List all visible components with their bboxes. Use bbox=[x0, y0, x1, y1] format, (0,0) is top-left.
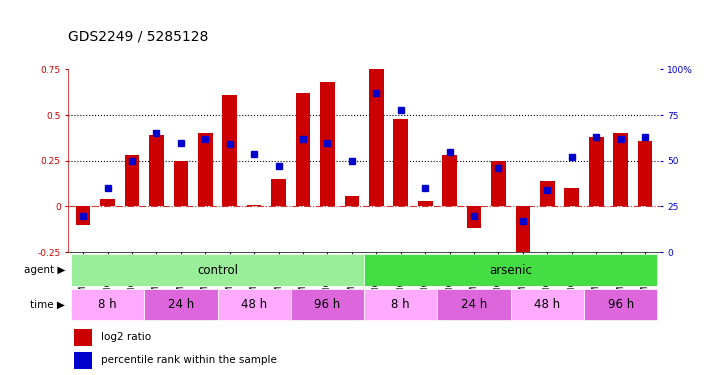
Text: GDS2249 / 5285128: GDS2249 / 5285128 bbox=[68, 29, 209, 43]
Bar bbox=[589, 137, 603, 207]
Bar bbox=[510, 289, 584, 320]
Bar bbox=[100, 199, 115, 207]
Bar bbox=[364, 255, 658, 286]
Bar bbox=[638, 141, 653, 207]
Text: 8 h: 8 h bbox=[392, 298, 410, 311]
Text: 48 h: 48 h bbox=[241, 298, 267, 311]
Text: 24 h: 24 h bbox=[461, 298, 487, 311]
Bar bbox=[540, 181, 554, 207]
Bar bbox=[364, 289, 438, 320]
Bar bbox=[144, 289, 218, 320]
Text: arsenic: arsenic bbox=[490, 264, 532, 277]
Bar bbox=[71, 289, 144, 320]
Bar bbox=[516, 207, 530, 265]
Text: 96 h: 96 h bbox=[608, 298, 634, 311]
Bar bbox=[125, 155, 139, 207]
Bar bbox=[218, 289, 291, 320]
Bar bbox=[418, 201, 433, 207]
Bar bbox=[614, 134, 628, 207]
Bar bbox=[584, 289, 658, 320]
Bar bbox=[247, 205, 262, 207]
Text: 24 h: 24 h bbox=[168, 298, 194, 311]
Bar bbox=[296, 93, 310, 207]
Bar bbox=[442, 155, 457, 207]
Text: control: control bbox=[197, 264, 238, 277]
Text: 96 h: 96 h bbox=[314, 298, 340, 311]
Bar bbox=[565, 188, 579, 207]
Text: percentile rank within the sample: percentile rank within the sample bbox=[101, 356, 277, 366]
Bar bbox=[394, 119, 408, 207]
Bar bbox=[74, 328, 92, 346]
Bar bbox=[149, 135, 164, 207]
Text: log2 ratio: log2 ratio bbox=[101, 332, 151, 342]
Text: 8 h: 8 h bbox=[98, 298, 117, 311]
Bar bbox=[222, 95, 237, 207]
Bar bbox=[74, 352, 92, 369]
Bar bbox=[174, 161, 188, 207]
Bar bbox=[71, 255, 364, 286]
Bar bbox=[76, 207, 90, 225]
Bar bbox=[345, 195, 359, 207]
Bar bbox=[198, 134, 213, 207]
Bar bbox=[271, 179, 286, 207]
Bar bbox=[491, 161, 506, 207]
Bar bbox=[438, 289, 510, 320]
Bar bbox=[369, 69, 384, 207]
Bar bbox=[466, 207, 482, 228]
Text: time ▶: time ▶ bbox=[30, 299, 65, 309]
Text: 48 h: 48 h bbox=[534, 298, 560, 311]
Text: agent ▶: agent ▶ bbox=[24, 265, 65, 275]
Bar bbox=[320, 82, 335, 207]
Bar bbox=[291, 289, 364, 320]
